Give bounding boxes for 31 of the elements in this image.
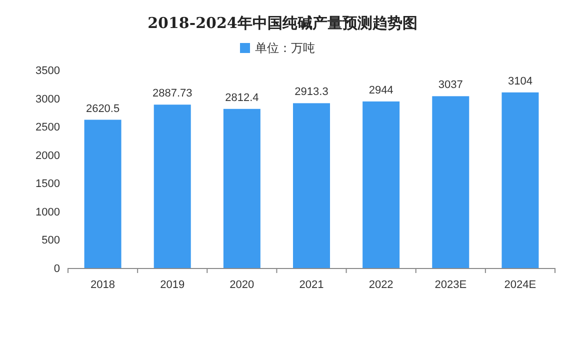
x-tick-label: 2024E <box>504 279 536 291</box>
y-tick-label: 2000 <box>36 150 60 162</box>
y-tick-label: 3500 <box>36 65 60 77</box>
bar <box>293 103 330 268</box>
x-tick-label: 2023E <box>434 279 467 291</box>
bar <box>362 101 400 268</box>
bar <box>502 92 539 268</box>
data-label: 2887.73 <box>152 88 192 100</box>
y-tick-label: 0 <box>54 263 60 275</box>
chart-title: 2018-2024年中国纯碱产量预测趋势图 <box>148 14 418 32</box>
data-label: 3104 <box>508 75 532 88</box>
bar <box>223 108 260 268</box>
x-tick-label: 2022 <box>368 279 394 291</box>
data-label: 2812.4 <box>225 92 259 104</box>
bar <box>432 96 470 268</box>
y-tick-label: 500 <box>42 234 60 247</box>
data-label: 2913.3 <box>294 86 328 98</box>
data-label: 2944 <box>368 84 394 96</box>
y-tick-label: 3000 <box>36 93 60 106</box>
legend-label: 单位：万吨 <box>255 41 315 55</box>
data-label: 3037 <box>438 79 463 92</box>
y-tick-label: 1500 <box>36 178 60 190</box>
x-tick-label: 2018 <box>90 279 116 291</box>
x-tick-label: 2019 <box>160 279 185 291</box>
bar <box>154 104 191 268</box>
data-label: 2620.5 <box>86 102 120 115</box>
y-tick-label: 1000 <box>36 206 60 218</box>
bar <box>84 120 122 268</box>
x-tick-label: 2020 <box>230 279 254 291</box>
y-tick-label: 2500 <box>36 122 60 134</box>
x-tick-label: 2021 <box>299 279 324 291</box>
